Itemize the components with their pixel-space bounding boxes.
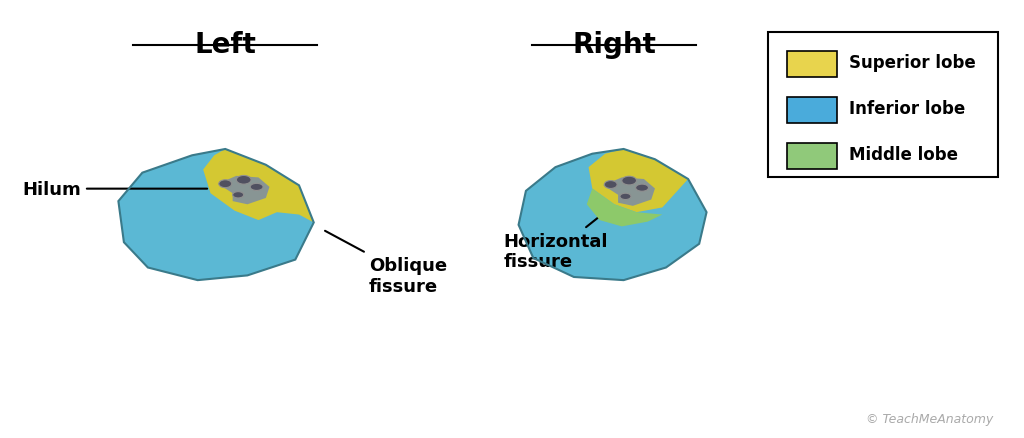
Polygon shape — [218, 177, 269, 205]
Text: © TeachMeAnatomy: © TeachMeAnatomy — [866, 412, 993, 425]
Text: Hilum: Hilum — [23, 180, 207, 198]
Text: Right: Right — [572, 31, 656, 59]
Ellipse shape — [622, 177, 637, 186]
Ellipse shape — [237, 176, 251, 185]
Text: Horizontal
fissure: Horizontal fissure — [504, 208, 610, 271]
Polygon shape — [589, 150, 688, 213]
Polygon shape — [518, 150, 707, 280]
FancyBboxPatch shape — [768, 33, 998, 177]
Ellipse shape — [250, 184, 263, 191]
Text: Middle lobe: Middle lobe — [849, 146, 957, 164]
FancyBboxPatch shape — [787, 52, 837, 78]
Ellipse shape — [604, 181, 617, 189]
Polygon shape — [203, 150, 313, 223]
FancyBboxPatch shape — [787, 98, 837, 124]
Polygon shape — [119, 150, 313, 280]
Text: Inferior lobe: Inferior lobe — [849, 100, 966, 118]
Polygon shape — [603, 178, 655, 206]
FancyBboxPatch shape — [787, 144, 837, 170]
Text: Oblique
fissure: Oblique fissure — [325, 231, 446, 295]
Ellipse shape — [232, 192, 244, 198]
Text: Superior lobe: Superior lobe — [849, 54, 976, 72]
Text: Left: Left — [195, 31, 256, 59]
Polygon shape — [587, 189, 663, 227]
Ellipse shape — [636, 185, 648, 192]
Ellipse shape — [620, 194, 631, 200]
Ellipse shape — [219, 180, 231, 188]
